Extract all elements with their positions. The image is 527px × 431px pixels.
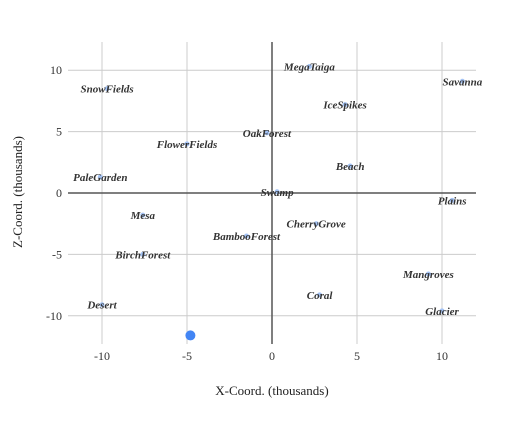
data-point[interactable]: [342, 102, 348, 108]
x-axis-title: X-Coord. (thousands): [215, 383, 328, 398]
point-label: FlowerFields: [156, 139, 218, 151]
x-tick-label: -10: [94, 349, 110, 363]
point-label: Beach: [335, 161, 365, 173]
y-tick-label: -10: [46, 309, 62, 323]
data-point[interactable]: [99, 302, 105, 308]
point-label: BambooForest: [212, 231, 281, 243]
data-point[interactable]: [439, 308, 445, 314]
x-tick-label: -5: [182, 349, 192, 363]
data-point[interactable]: [347, 163, 353, 169]
point-label: CherryGrove: [287, 219, 346, 231]
y-tick-label: 0: [56, 186, 62, 200]
y-axis-title: Z-Coord. (thousands): [10, 136, 25, 248]
x-tick-label: 0: [269, 349, 275, 363]
data-point[interactable]: [425, 271, 431, 277]
point-label: IceSpikes: [322, 100, 366, 112]
point-label: Swamp: [261, 187, 295, 199]
data-point[interactable]: [459, 78, 465, 84]
data-points: [97, 64, 465, 341]
data-point[interactable]: [306, 64, 312, 70]
data-point[interactable]: [185, 330, 196, 341]
data-point[interactable]: [140, 212, 146, 218]
y-tick-label: -5: [52, 247, 62, 261]
data-point[interactable]: [264, 130, 270, 136]
point-label: Plains: [438, 195, 467, 207]
data-point[interactable]: [140, 251, 146, 257]
data-point[interactable]: [104, 86, 110, 92]
point-label: SnowFields: [81, 84, 134, 96]
point-label: Desert: [86, 300, 117, 312]
data-point[interactable]: [274, 189, 280, 195]
y-tick-label: 10: [50, 63, 62, 77]
data-point[interactable]: [97, 174, 103, 180]
zero-axes: [68, 42, 476, 344]
point-label: Glacier: [425, 306, 459, 318]
point-label: Mesa: [130, 210, 156, 222]
point-label: Coral: [307, 290, 334, 302]
data-point[interactable]: [317, 292, 323, 298]
x-tick-label: 10: [436, 349, 448, 363]
data-point[interactable]: [184, 141, 190, 147]
point-labels: MegaTaiga Savanna SnowFields IceSpikes OakFo…: [73, 62, 483, 318]
point-label: Savanna: [443, 76, 483, 88]
data-point[interactable]: [244, 233, 249, 239]
x-tick-label: 5: [354, 349, 360, 363]
point-label: PaleGarden: [73, 172, 127, 184]
point-label: OakForest: [243, 128, 292, 140]
point-label: Mangroves: [402, 269, 454, 281]
point-label: MegaTaiga: [283, 62, 335, 74]
y-tick-label: 5: [56, 125, 62, 139]
point-label: BirchForest: [114, 249, 171, 261]
tick-labels: -10 -5 0 5 10 10 5 0 -5 -10: [46, 63, 448, 363]
data-point[interactable]: [449, 197, 455, 203]
data-point[interactable]: [313, 221, 319, 227]
